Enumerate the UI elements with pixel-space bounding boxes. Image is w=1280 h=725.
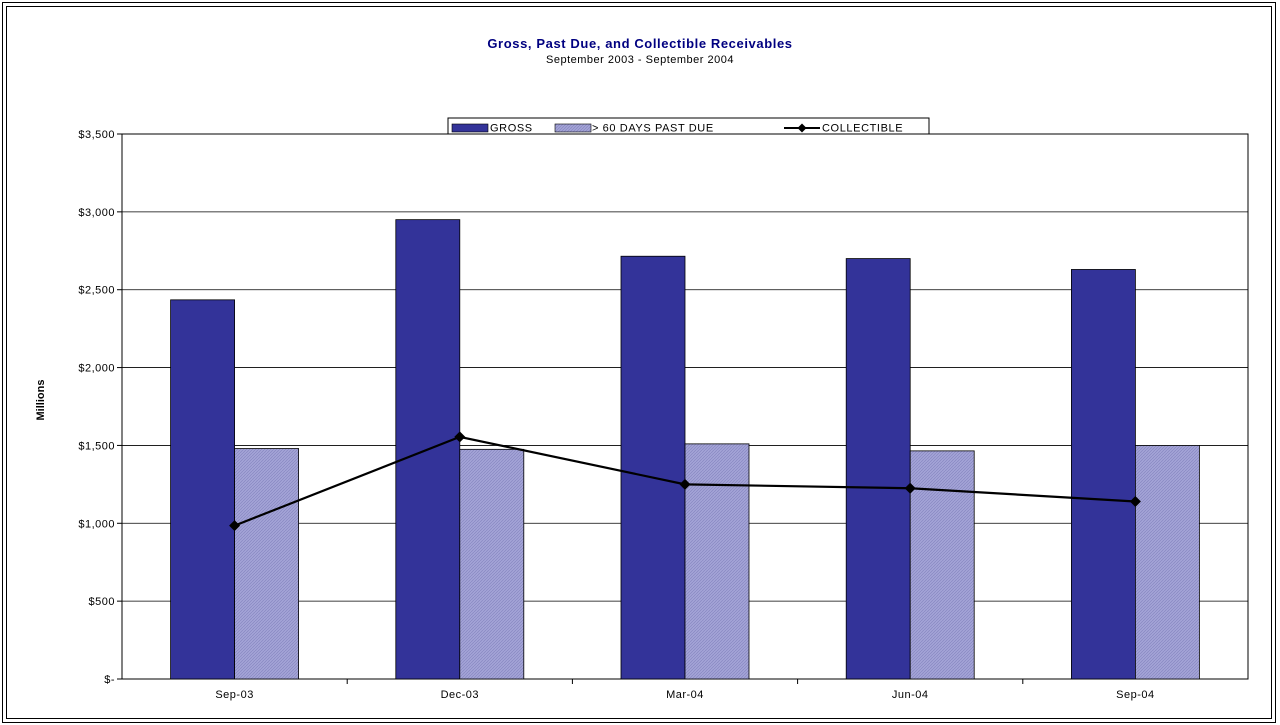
legend-marker-collectible: [797, 123, 807, 133]
marker-collectible-Mar-04: [679, 478, 691, 490]
x-tick-label: Jun-04: [892, 689, 929, 701]
bar-past-due-Sep-04: [1135, 445, 1200, 680]
x-tick-label: Sep-04: [1116, 689, 1154, 701]
y-tick-label: $-: [104, 674, 115, 686]
y-tick-label: $2,500: [78, 285, 115, 297]
legend-swatch-past-due: [554, 123, 592, 133]
plot-area: $- $500 $1,000 $1,500 $2,000 $2,500 $3,000 $3,5…: [78, 129, 1249, 701]
y-tick-label: $2,000: [78, 363, 115, 375]
y-tick-label: $1,500: [78, 440, 115, 452]
y-tick-label: $500: [89, 596, 115, 608]
y-tick-label: $1,000: [78, 518, 115, 530]
bar-past-due-Mar-04: [684, 443, 750, 680]
chart-title: Gross, Past Due, and Collectible Receiva…: [487, 36, 792, 51]
legend-label-collectible: COLLECTIBLE: [822, 123, 903, 135]
marker-collectible-Sep-04: [1129, 495, 1141, 507]
x-tick-label: Sep-03: [215, 689, 253, 701]
x-tick-label: Mar-04: [666, 689, 704, 701]
bar-gross-Jun-04: [845, 258, 911, 680]
chart-subtitle: September 2003 - September 2004: [546, 54, 734, 66]
y-tick-label: $3,000: [78, 207, 115, 219]
y-tick-label: $3,500: [78, 129, 115, 141]
legend: GROSS > 60 DAYS PAST DUE COLLECTIBLE: [447, 117, 930, 138]
bar-gross-Sep-04: [1071, 269, 1136, 680]
marker-collectible-Dec-03: [454, 431, 466, 443]
bar-past-due-Sep-03: [234, 448, 300, 680]
legend-label-gross: GROSS: [490, 123, 533, 135]
legend-label-past-due: > 60 DAYS PAST DUE: [592, 123, 714, 135]
marker-collectible-Jun-04: [904, 482, 916, 494]
bar-gross-Mar-04: [620, 255, 686, 680]
bar-past-due-Dec-03: [459, 448, 525, 680]
y-axis-label: Millions: [35, 380, 47, 421]
bar-past-due-Jun-04: [909, 450, 975, 680]
bar-gross-Sep-03: [170, 299, 236, 680]
chart-frame-inner: [6, 6, 1272, 719]
legend-swatch-gross: [451, 123, 489, 133]
marker-collectible-Sep-03: [229, 520, 241, 532]
x-tick-label: Dec-03: [441, 689, 479, 701]
